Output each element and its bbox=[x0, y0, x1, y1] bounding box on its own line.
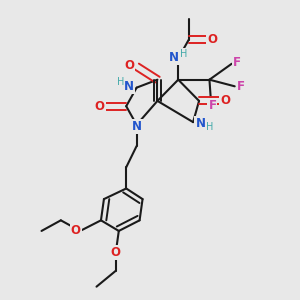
Text: N: N bbox=[169, 51, 179, 64]
Text: O: O bbox=[207, 33, 218, 46]
Text: O: O bbox=[71, 224, 81, 237]
Text: F: F bbox=[208, 99, 216, 112]
Text: O: O bbox=[220, 94, 230, 107]
Text: H: H bbox=[180, 49, 187, 59]
Text: H: H bbox=[206, 122, 214, 132]
Text: F: F bbox=[237, 80, 245, 93]
Text: N: N bbox=[196, 117, 206, 130]
Text: O: O bbox=[124, 58, 134, 72]
Text: F: F bbox=[233, 56, 241, 69]
Text: N: N bbox=[124, 80, 134, 93]
Text: O: O bbox=[111, 246, 121, 259]
Text: O: O bbox=[94, 100, 104, 113]
Text: H: H bbox=[117, 77, 124, 87]
Text: N: N bbox=[132, 120, 142, 133]
